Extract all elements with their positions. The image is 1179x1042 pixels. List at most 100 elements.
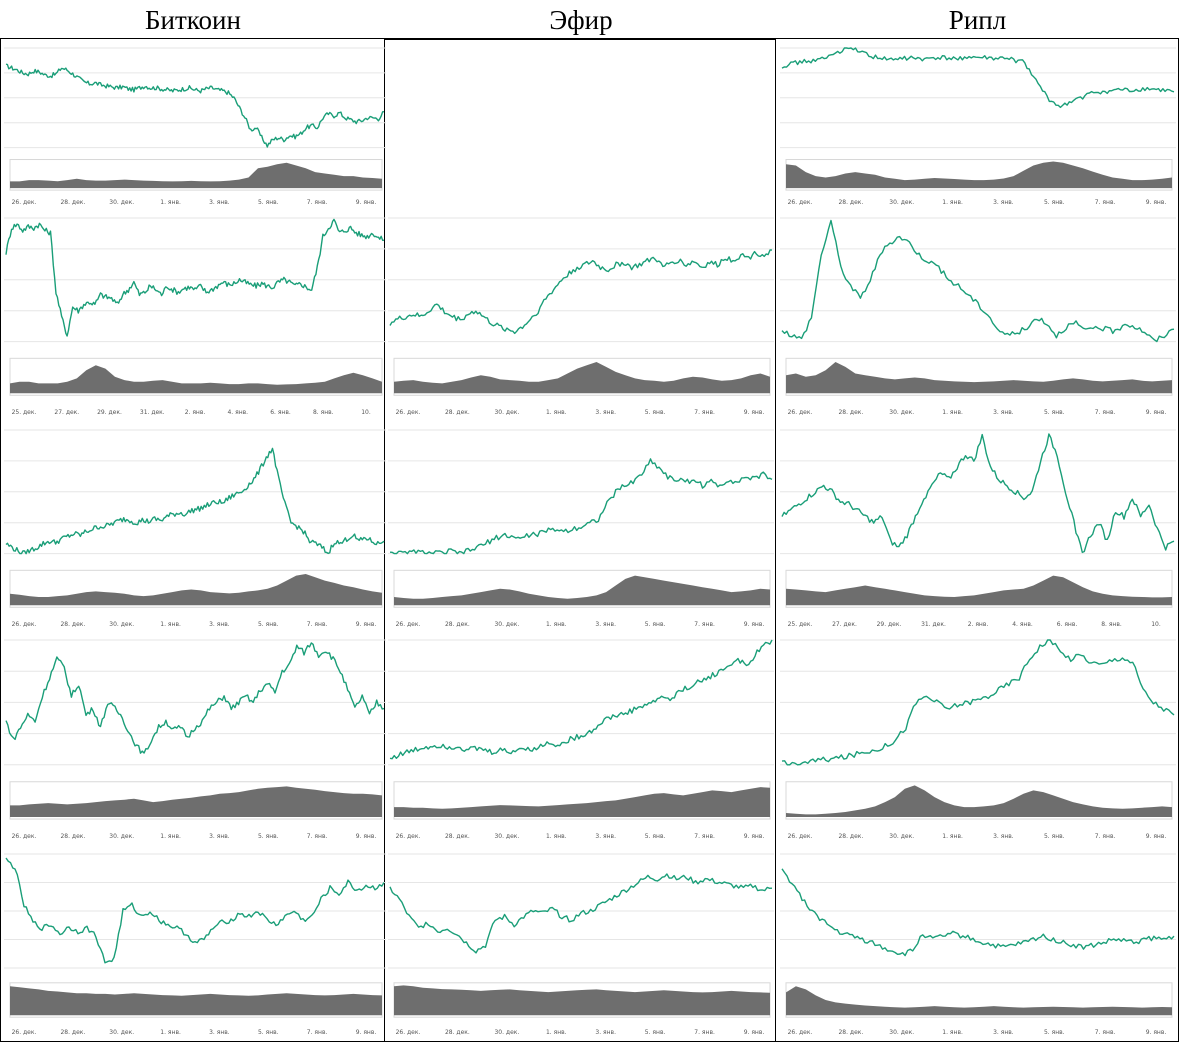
- x-tick-label: 7. янв.: [307, 1029, 328, 1036]
- x-tick-label: 1. янв.: [942, 199, 963, 206]
- x-tick-label: 5. янв.: [1044, 199, 1065, 206]
- x-tick-label: 30. дек.: [889, 1029, 914, 1036]
- price-volume-chart: 26. дек. 28. дек. 30. дек. 1. янв. 3. янв. 5.…: [388, 639, 774, 840]
- x-tick-label: 30. дек.: [109, 621, 134, 628]
- x-tick-label: 7. янв.: [694, 1029, 715, 1036]
- x-tick-label: 9. янв.: [1146, 833, 1167, 840]
- x-tick-label: 28. дек.: [60, 199, 85, 206]
- x-tick-label: 26. дек.: [788, 409, 813, 416]
- column-title-ether: Эфир: [549, 5, 613, 35]
- x-tick-label: 26. дек.: [788, 199, 813, 206]
- x-tick-label: 26. дек.: [396, 621, 421, 628]
- column-title-bitcoin: Биткоин: [145, 5, 241, 35]
- x-tick-label: 31. дек.: [921, 621, 946, 628]
- chart-panel-eth-4: 26. дек. 28. дек. 30. дек. 1. янв. 3. янв. 5.…: [388, 634, 774, 842]
- volume-area: [394, 575, 770, 606]
- volume-area: [394, 985, 770, 1016]
- x-tick-label: 1. янв.: [546, 1029, 567, 1036]
- x-tick-label: 26. дек.: [788, 1029, 813, 1036]
- x-tick-label: 1. янв.: [546, 409, 567, 416]
- volume-panel: [393, 569, 771, 608]
- x-tick-label: 5. янв.: [645, 1029, 666, 1036]
- x-tick-label: 3. янв.: [209, 199, 230, 206]
- x-tick-label: 27. дек.: [832, 621, 857, 628]
- price-line: [5, 218, 385, 337]
- x-tick-label: 9. янв.: [356, 199, 377, 206]
- x-tick-label: 28. дек.: [60, 1029, 85, 1036]
- price-volume-chart: 26. дек. 28. дек. 30. дек. 1. янв. 3. янв. 5.…: [4, 639, 386, 840]
- x-tick-label: 3. янв.: [209, 1029, 230, 1036]
- x-tick-label: 7. янв.: [694, 409, 715, 416]
- volume-panel: [9, 159, 383, 191]
- chart-panel-xrp-1: 26. дек. 28. дек. 30. дек. 1. янв. 3. янв. 5.…: [780, 42, 1176, 208]
- x-tick-label: 1. янв.: [546, 833, 567, 840]
- x-tick-label: 28. дек.: [838, 409, 863, 416]
- volume-area: [786, 575, 1172, 606]
- chart-panel-xrp-4: 26. дек. 28. дек. 30. дек. 1. янв. 3. янв. 5.…: [780, 634, 1176, 842]
- price-volume-chart: 26. дек. 28. дек. 30. дек. 1. янв. 3. янв. 5.…: [780, 853, 1176, 1036]
- price-line: [781, 639, 1175, 766]
- x-tick-label: 9. янв.: [744, 409, 765, 416]
- volume-area: [786, 161, 1172, 189]
- price-volume-chart: 25. дек. 27. дек. 29. дек. 31. дек. 2. янв. 4…: [780, 429, 1176, 628]
- x-tick-label: 9. янв.: [356, 833, 377, 840]
- x-tick-label: 10.: [361, 409, 371, 416]
- x-tick-label: 5. янв.: [645, 621, 666, 628]
- x-tick-label: 7. янв.: [307, 833, 328, 840]
- x-tick-label: 7. янв.: [694, 621, 715, 628]
- x-tick-label: 5. янв.: [1044, 1029, 1065, 1036]
- chart-panel-xrp-3: 25. дек. 27. дек. 29. дек. 31. дек. 2. янв. 4…: [780, 424, 1176, 630]
- x-tick-label: 4. янв.: [1012, 621, 1033, 628]
- price-line: [781, 219, 1175, 343]
- price-volume-chart: 26. дек. 28. дек. 30. дек. 1. янв. 3. янв. 5.…: [780, 47, 1176, 206]
- price-line: [389, 639, 773, 760]
- price-line: [389, 873, 773, 954]
- x-tick-label: 28. дек.: [445, 1029, 470, 1036]
- volume-area: [394, 362, 770, 394]
- volume-area: [10, 162, 382, 189]
- x-tick-label: 10.: [1151, 621, 1161, 628]
- x-tick-label: 29. дек.: [877, 621, 902, 628]
- volume-area: [786, 986, 1172, 1016]
- x-tick-label: 28. дек.: [445, 409, 470, 416]
- price-line: [781, 433, 1175, 554]
- x-tick-label: 1. янв.: [160, 833, 181, 840]
- x-tick-label: 9. янв.: [744, 833, 765, 840]
- x-tick-label: 1. янв.: [546, 621, 567, 628]
- x-tick-label: 27. дек.: [54, 409, 79, 416]
- x-tick-label: 30. дек.: [109, 1029, 134, 1036]
- x-tick-label: 5. янв.: [645, 833, 666, 840]
- x-tick-label: 26. дек.: [12, 621, 37, 628]
- price-volume-chart: 26. дек. 28. дек. 30. дек. 1. янв. 3. янв. 5.…: [4, 853, 386, 1036]
- x-tick-label: 7. янв.: [1095, 833, 1116, 840]
- chart-panel-eth-3: 26. дек. 28. дек. 30. дек. 1. янв. 3. янв. 5.…: [388, 424, 774, 630]
- x-tick-label: 26. дек.: [396, 1029, 421, 1036]
- chart-panel-btc-4: 26. дек. 28. дек. 30. дек. 1. янв. 3. янв. 5.…: [4, 634, 386, 842]
- volume-area: [10, 786, 382, 818]
- x-tick-label: 9. янв.: [1146, 1029, 1167, 1036]
- x-tick-label: 3. янв.: [993, 833, 1014, 840]
- x-tick-label: 1. янв.: [160, 621, 181, 628]
- x-tick-label: 31. дек.: [140, 409, 165, 416]
- x-tick-label: 5. янв.: [258, 1029, 279, 1036]
- x-tick-label: 5. янв.: [258, 621, 279, 628]
- x-tick-label: 5. янв.: [258, 199, 279, 206]
- x-tick-label: 5. янв.: [645, 409, 666, 416]
- x-tick-label: 2. янв.: [185, 409, 206, 416]
- x-tick-label: 29. дек.: [97, 409, 122, 416]
- x-tick-label: 26. дек.: [396, 833, 421, 840]
- x-tick-label: 26. дек.: [12, 199, 37, 206]
- x-tick-label: 25. дек.: [12, 409, 37, 416]
- x-tick-label: 30. дек.: [494, 621, 519, 628]
- x-tick-label: 9. янв.: [356, 621, 377, 628]
- x-tick-label: 3. янв.: [595, 833, 616, 840]
- volume-panel: [785, 781, 1173, 820]
- x-tick-label: 9. янв.: [744, 621, 765, 628]
- volume-area: [786, 362, 1172, 394]
- price-line: [389, 458, 773, 555]
- x-tick-label: 3. янв.: [993, 409, 1014, 416]
- x-tick-label: 3. янв.: [209, 621, 230, 628]
- x-tick-label: 5. янв.: [1044, 833, 1065, 840]
- x-tick-label: 6. янв.: [1057, 621, 1078, 628]
- volume-area: [394, 787, 770, 818]
